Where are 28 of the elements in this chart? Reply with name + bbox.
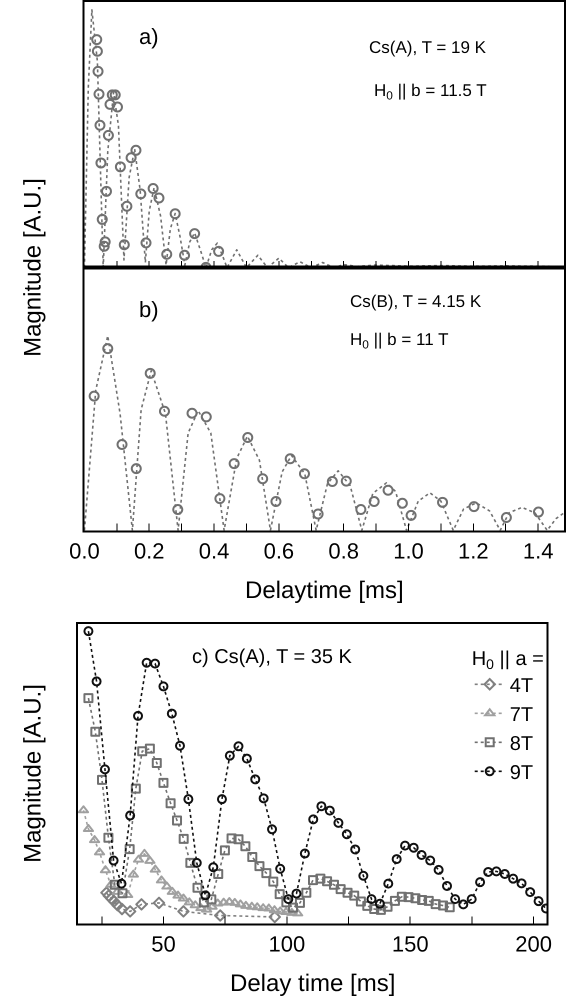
y-axis-title: Magnitude [A.U.] bbox=[20, 684, 47, 863]
x-tick-label: 1.4 bbox=[522, 538, 554, 564]
x-tick-label: 100 bbox=[268, 932, 306, 957]
text: Cs(B), T = 4.15 K bbox=[350, 292, 482, 311]
annotation: a) bbox=[139, 24, 159, 49]
x-tick-label: 0.0 bbox=[69, 538, 100, 564]
annotation: H$_{0}$ || b = 11 T bbox=[350, 330, 448, 352]
legend-label: 9T bbox=[510, 762, 534, 784]
x-tick-label: 1.0 bbox=[393, 538, 424, 564]
x-tick-label: 0.8 bbox=[328, 538, 359, 564]
x-tick-label: 0.6 bbox=[264, 538, 294, 564]
annotation: H$_{0}$ || b = 11.5 T bbox=[374, 81, 487, 103]
y-axis-title: Magnitude [A.U.] bbox=[20, 178, 47, 357]
x-tick-label: 50 bbox=[151, 932, 176, 957]
text: b) bbox=[139, 297, 159, 322]
x-tick-label: 0.4 bbox=[198, 538, 230, 564]
legend-title: H$_{0}$ || a = bbox=[472, 648, 544, 672]
x-tick-label: 0.2 bbox=[134, 538, 165, 564]
x-tick-label: 150 bbox=[392, 932, 429, 957]
legend-label: 4T bbox=[510, 675, 534, 698]
legend-label: 7T bbox=[510, 704, 534, 726]
x-axis-title: Delay time [ms] bbox=[230, 970, 396, 997]
legend-label: 8T bbox=[510, 733, 534, 756]
annotation: Cs(A), T = 19 K bbox=[369, 38, 487, 57]
annotation: c) Cs(A), T = 35 K bbox=[192, 646, 353, 668]
x-axis-title: Delaytime [ms] bbox=[245, 577, 404, 604]
x-tick-label: 200 bbox=[515, 932, 552, 957]
x-tick-label: 1.2 bbox=[458, 538, 489, 564]
